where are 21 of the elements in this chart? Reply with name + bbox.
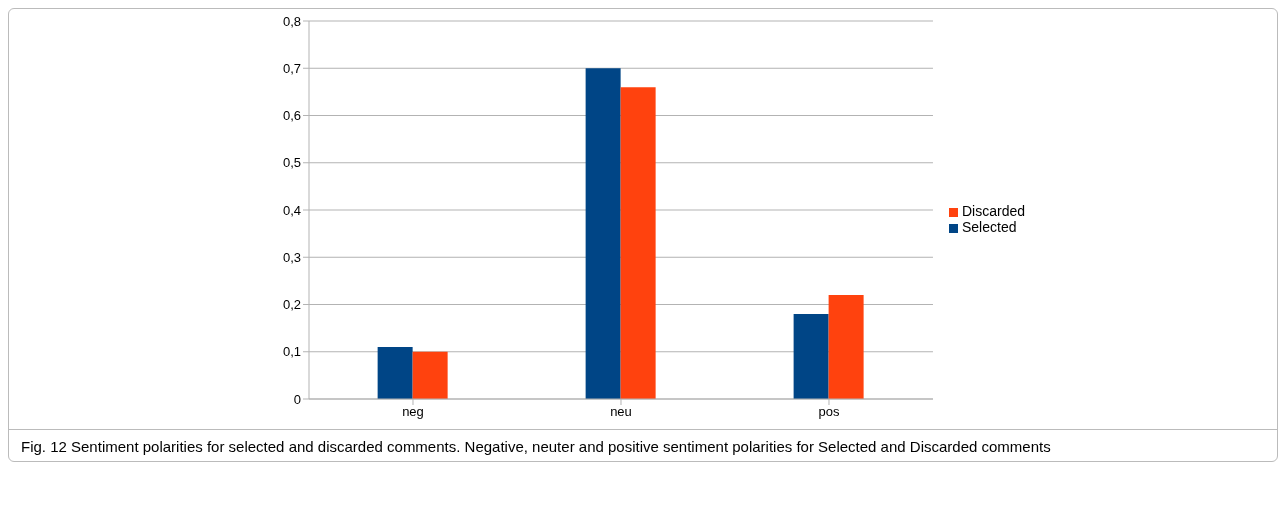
bar (793, 313, 829, 399)
bar (377, 347, 413, 399)
bar (585, 68, 621, 399)
caption: Fig. 12 Sentiment polarities for selected and discarded comments. Negative, neuter and positive sentiment polarities for Selected and Discarded comments (9, 429, 1277, 455)
y-tick-label: 0,6 (282, 108, 301, 124)
y-tick-label: 0,4 (282, 202, 301, 218)
x-tick-label: pos (818, 404, 840, 420)
x-tick-label: neg (402, 404, 424, 420)
x-tick-label: neu (610, 404, 632, 420)
y-tick-label: 0 (293, 391, 301, 407)
bar (412, 351, 448, 399)
y-tick-label: 0,5 (282, 155, 301, 171)
y-tick-label: 0,8 (282, 13, 301, 29)
y-tick-label: 0,2 (282, 297, 301, 313)
bar (828, 295, 864, 399)
bar (620, 87, 656, 399)
y-tick-label: 0,1 (282, 344, 301, 360)
y-tick-label: 0,7 (282, 60, 301, 76)
legend-label: Selected (961, 219, 1017, 235)
y-tick-label: 0,3 (282, 249, 301, 265)
legend-label: Discarded (961, 203, 1025, 219)
